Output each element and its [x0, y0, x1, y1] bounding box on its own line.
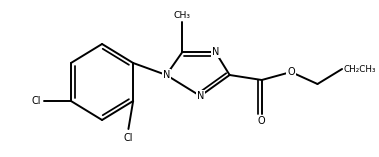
Text: CH₃: CH₃ [174, 11, 191, 20]
Text: N: N [197, 91, 204, 101]
Text: Cl: Cl [124, 133, 133, 143]
Text: N: N [212, 47, 219, 57]
Text: O: O [287, 67, 295, 77]
Text: O: O [258, 116, 266, 126]
Text: N: N [163, 70, 170, 80]
Text: CH₂CH₃: CH₂CH₃ [344, 65, 376, 73]
Text: Cl: Cl [31, 96, 41, 106]
